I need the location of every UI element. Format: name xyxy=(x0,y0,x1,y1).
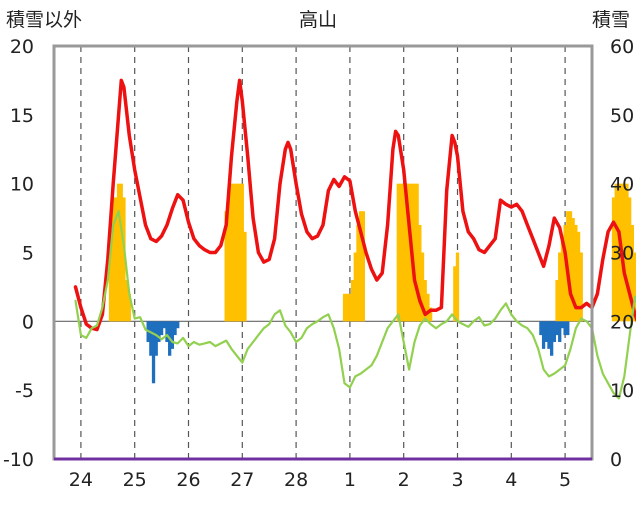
orange-bar-38 xyxy=(456,253,459,322)
left-tick-10: 10 xyxy=(10,174,34,196)
x-tick-25: 25 xyxy=(123,469,147,491)
left-tick--10: -10 xyxy=(3,449,34,471)
orange-bar-15 xyxy=(243,232,246,321)
left-tick-20: 20 xyxy=(10,36,34,58)
right-tick-0: 0 xyxy=(610,449,622,471)
left-tick-0: 0 xyxy=(22,311,34,333)
x-tick-3: 3 xyxy=(451,469,463,491)
right-tick-60: 60 xyxy=(610,36,634,58)
x-tick-24: 24 xyxy=(69,469,93,491)
right-tick-30: 30 xyxy=(610,243,634,265)
x-tick-27: 27 xyxy=(230,469,254,491)
right-tick-labels: 60 50 40 30 20 10 0 xyxy=(610,36,634,471)
x-tick-1: 1 xyxy=(344,469,356,491)
x-tick-2: 2 xyxy=(398,469,410,491)
blue-bar-11 xyxy=(176,321,179,328)
plot-frame xyxy=(54,46,592,459)
x-tick-26: 26 xyxy=(176,469,200,491)
blue-bar-22 xyxy=(566,321,569,335)
left-tick--5: -5 xyxy=(15,380,34,402)
frame-layer xyxy=(54,46,592,459)
right-tick-20: 20 xyxy=(610,311,634,333)
right-tick-10: 10 xyxy=(610,380,634,402)
x-tick-5: 5 xyxy=(559,469,571,491)
orange-bar-48 xyxy=(580,253,583,322)
chart-title: 高山 xyxy=(299,9,337,31)
right-axis-label: 積雪 xyxy=(592,9,630,31)
grid-layer xyxy=(54,46,592,459)
left-tick-15: 15 xyxy=(10,105,34,127)
x-tick-4: 4 xyxy=(505,469,517,491)
x-tick-28: 28 xyxy=(284,469,308,491)
left-axis-label: 積雪以外 xyxy=(6,9,82,31)
right-tick-50: 50 xyxy=(610,105,634,127)
line-layer xyxy=(54,80,636,459)
x-tick-labels: 24 25 26 27 28 1 2 3 4 5 xyxy=(69,469,571,491)
orange-bar-23 xyxy=(362,211,365,321)
left-tick-labels: 20 15 10 5 0 -5 -10 xyxy=(3,36,34,471)
right-tick-40: 40 xyxy=(610,174,634,196)
left-tick-5: 5 xyxy=(22,243,34,265)
